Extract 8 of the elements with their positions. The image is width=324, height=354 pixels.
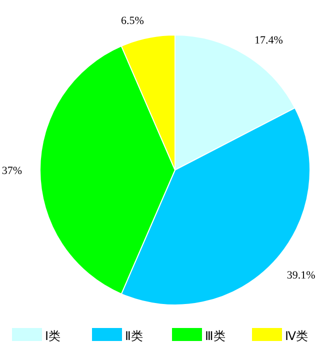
legend-label: Ⅲ类 <box>205 329 226 343</box>
legend-label: Ⅰ类 <box>45 329 61 343</box>
data-label: 37% <box>2 165 22 177</box>
legend-label: Ⅳ类 <box>285 329 308 343</box>
data-label: 6.5% <box>121 15 144 28</box>
data-label: 39.1% <box>286 269 316 282</box>
legend-label: Ⅱ类 <box>125 329 143 343</box>
data-label: 17.4% <box>254 34 283 46</box>
